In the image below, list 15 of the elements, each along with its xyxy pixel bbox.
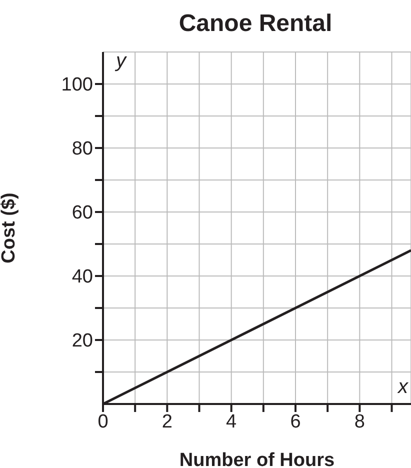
annotation: y	[116, 50, 126, 73]
x-axis-title: Number of Hours	[179, 450, 335, 468]
y-tick-label: 60	[72, 202, 93, 224]
y-tick-label: 100	[61, 74, 93, 96]
y-tick-label: 40	[72, 266, 93, 288]
x-tick-label: 0	[98, 411, 108, 432]
annotation: x	[398, 376, 408, 399]
y-tick-label: 20	[72, 330, 93, 352]
x-tick-label: 8	[354, 411, 365, 432]
chart-title: Canoe Rental	[178, 10, 334, 38]
x-tick-label: 6	[290, 411, 301, 432]
y-tick-label: 80	[72, 138, 93, 160]
x-tick-label: 2	[162, 411, 172, 432]
y-axis-title: Cost ($)	[0, 192, 20, 264]
x-tick-label: 4	[226, 411, 238, 432]
